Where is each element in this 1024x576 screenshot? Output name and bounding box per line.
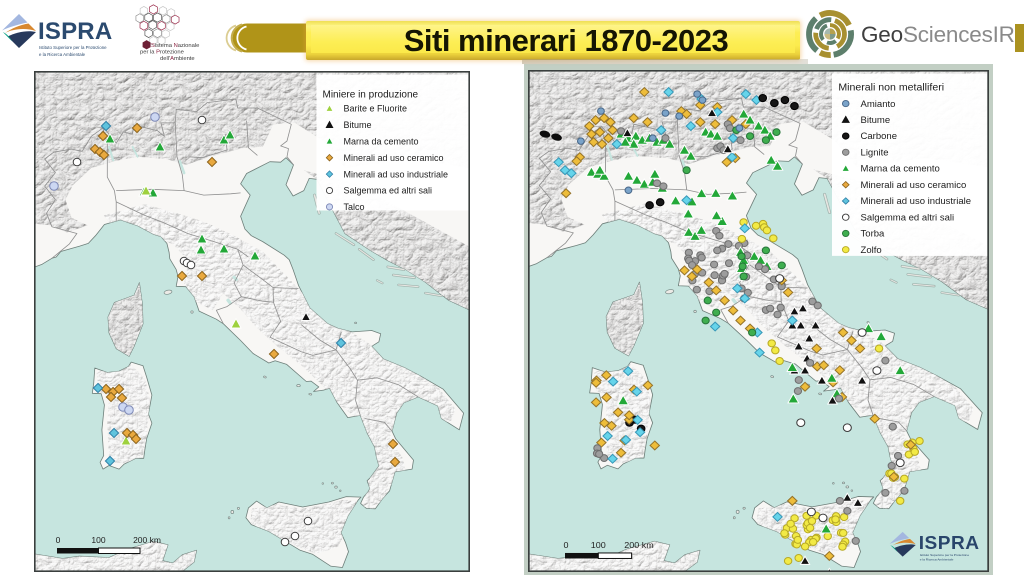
svg-text:200 km: 200 km [133,535,161,545]
svg-text:Minerali ad uso industriale: Minerali ad uso industriale [344,169,449,179]
svg-text:Marna da cemento: Marna da cemento [344,137,419,147]
svg-text:e la Ricerca Ambientale: e la Ricerca Ambientale [920,558,954,562]
svg-text:Barite e Fluorite: Barite e Fluorite [344,104,408,114]
svg-text:100: 100 [91,535,105,545]
svg-text:Carbone: Carbone [861,131,897,141]
svg-text:Torba: Torba [861,229,886,239]
svg-text:Bitume: Bitume [861,115,891,125]
svg-text:Istituto Superiore per la Prot: Istituto Superiore per la Protezione [920,553,970,557]
svg-text:ISPRA: ISPRA [919,533,980,553]
svg-text:Zolfo: Zolfo [861,245,882,255]
svg-text:0: 0 [56,535,61,545]
svg-text:Salgemma ed altri sali: Salgemma ed altri sali [861,213,955,223]
svg-text:Sistema Nazionale: Sistema Nazionale [151,43,199,49]
svg-text:Minerali ad uso ceramico: Minerali ad uso ceramico [861,180,967,190]
svg-text:Salgemma ed altri sali: Salgemma ed altri sali [344,186,433,196]
svg-text:0: 0 [564,540,569,550]
svg-text:100: 100 [591,540,606,550]
svg-text:Lignite: Lignite [861,148,889,158]
svg-text:Bitume: Bitume [344,120,372,130]
svg-text:per la Protezione: per la Protezione [140,50,184,56]
svg-text:Minerali ad uso ceramico: Minerali ad uso ceramico [344,153,444,163]
svg-text:Minerali non metalliferi: Minerali non metalliferi [838,83,944,94]
svg-text:Miniere in produzione: Miniere in produzione [323,90,419,101]
svg-text:Minerali ad uso industriale: Minerali ad uso industriale [861,196,972,206]
svg-text:Marna da cemento: Marna da cemento [861,164,940,174]
svg-text:Amianto: Amianto [861,99,896,109]
svg-text:dell'Ambiente: dell'Ambiente [160,56,195,62]
svg-text:Talco: Talco [344,202,365,212]
svg-text:200 km: 200 km [624,540,653,550]
